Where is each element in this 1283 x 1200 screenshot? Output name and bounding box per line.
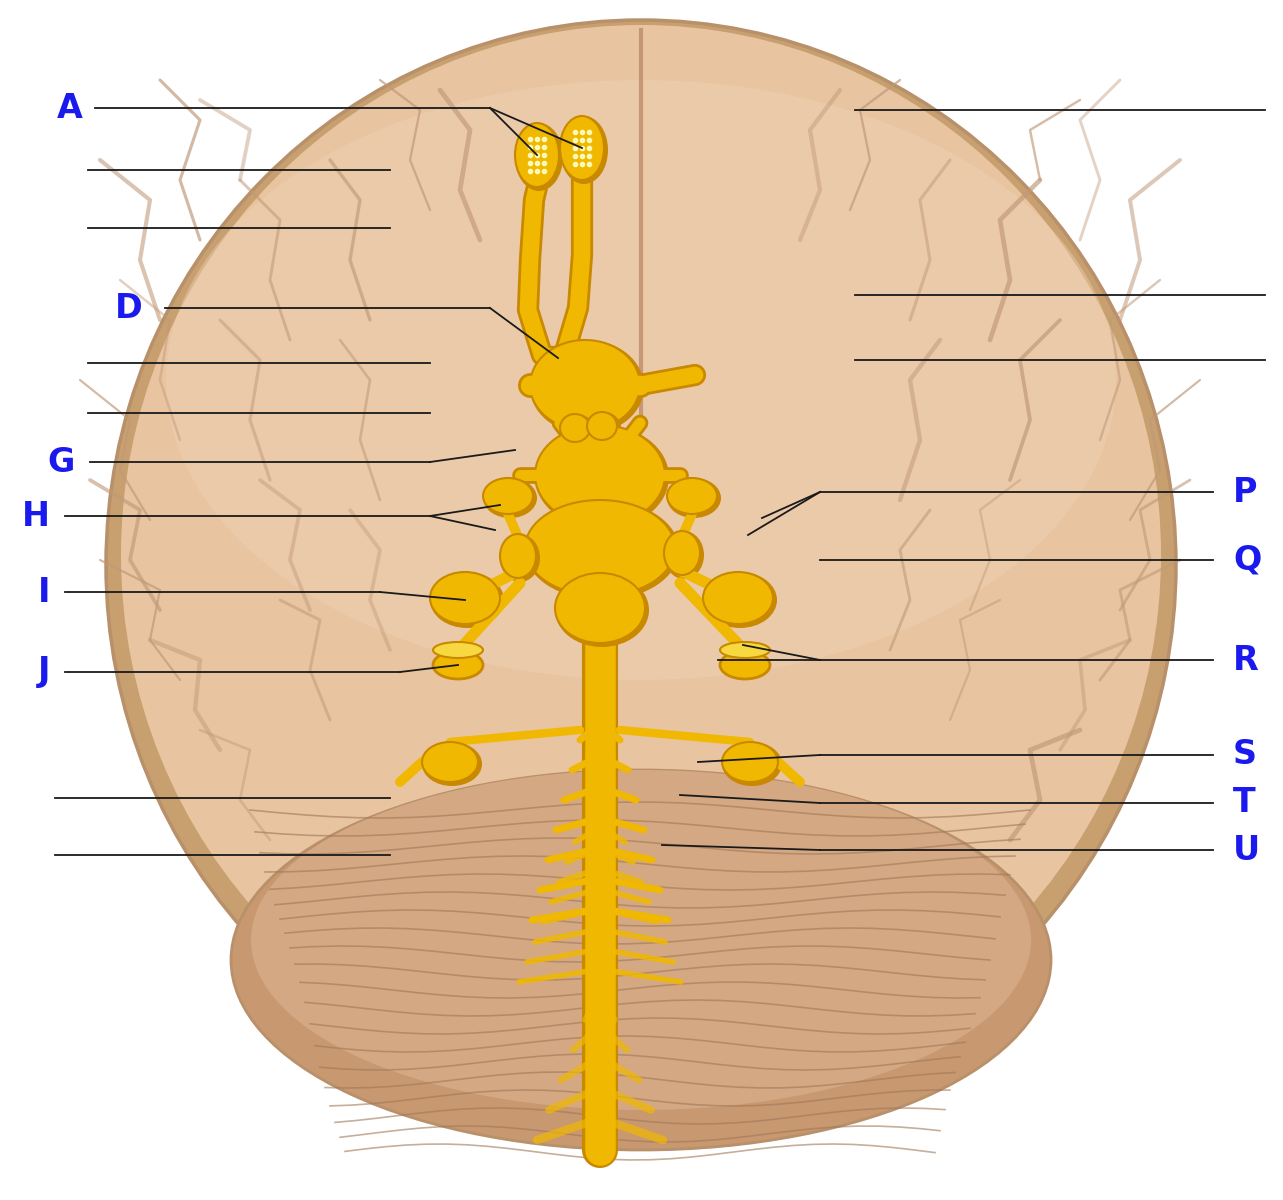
Text: P: P: [1233, 475, 1257, 509]
Ellipse shape: [525, 500, 675, 596]
Ellipse shape: [231, 770, 1051, 1150]
Ellipse shape: [482, 478, 538, 518]
Ellipse shape: [720, 650, 770, 679]
Ellipse shape: [665, 530, 701, 575]
Ellipse shape: [535, 425, 665, 526]
Ellipse shape: [703, 572, 772, 624]
Ellipse shape: [430, 572, 504, 628]
Ellipse shape: [422, 742, 482, 786]
Ellipse shape: [525, 500, 679, 600]
Ellipse shape: [556, 572, 649, 647]
Ellipse shape: [482, 478, 532, 514]
Ellipse shape: [106, 20, 1177, 1110]
Text: D: D: [115, 292, 142, 324]
Ellipse shape: [530, 340, 640, 430]
Text: Q: Q: [1233, 544, 1261, 576]
Text: I: I: [37, 576, 50, 608]
Ellipse shape: [514, 122, 559, 187]
Ellipse shape: [432, 642, 482, 658]
Text: U: U: [1233, 834, 1260, 866]
Ellipse shape: [500, 534, 540, 582]
Ellipse shape: [514, 122, 563, 191]
Ellipse shape: [422, 742, 479, 782]
Text: H: H: [22, 499, 50, 533]
Text: R: R: [1233, 643, 1259, 677]
Ellipse shape: [588, 412, 617, 440]
Ellipse shape: [722, 742, 777, 782]
Text: A: A: [58, 91, 83, 125]
Text: G: G: [47, 445, 74, 479]
Ellipse shape: [667, 478, 721, 518]
Ellipse shape: [559, 414, 590, 442]
Ellipse shape: [703, 572, 777, 628]
Ellipse shape: [722, 742, 783, 786]
Ellipse shape: [559, 116, 604, 180]
Ellipse shape: [720, 642, 770, 658]
Text: T: T: [1233, 786, 1256, 820]
Ellipse shape: [500, 534, 536, 578]
Ellipse shape: [121, 25, 1161, 1085]
Ellipse shape: [530, 340, 644, 434]
Text: J: J: [37, 655, 50, 689]
Ellipse shape: [432, 650, 482, 679]
Ellipse shape: [665, 530, 704, 578]
Ellipse shape: [251, 770, 1032, 1110]
Ellipse shape: [166, 80, 1116, 680]
Ellipse shape: [535, 425, 668, 529]
Ellipse shape: [667, 478, 717, 514]
Ellipse shape: [559, 116, 608, 184]
Ellipse shape: [559, 414, 594, 446]
Text: S: S: [1233, 738, 1257, 772]
Ellipse shape: [430, 572, 500, 624]
Ellipse shape: [588, 412, 621, 444]
Ellipse shape: [556, 572, 645, 643]
